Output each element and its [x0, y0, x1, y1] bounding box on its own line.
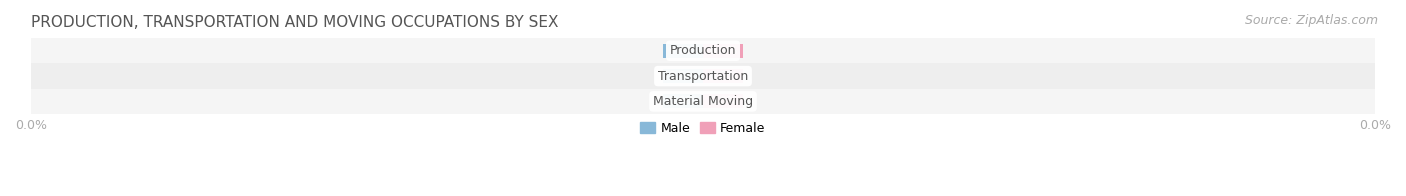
Bar — [662, 44, 703, 58]
Text: 0.0%: 0.0% — [709, 71, 737, 81]
Text: 0.0%: 0.0% — [709, 96, 737, 106]
Text: PRODUCTION, TRANSPORTATION AND MOVING OCCUPATIONS BY SEX: PRODUCTION, TRANSPORTATION AND MOVING OC… — [31, 15, 558, 30]
Bar — [703, 44, 744, 58]
Bar — [662, 94, 703, 108]
Bar — [31, 89, 1375, 114]
Bar — [703, 69, 744, 83]
Bar — [662, 69, 703, 83]
Text: Transportation: Transportation — [658, 70, 748, 83]
Text: Source: ZipAtlas.com: Source: ZipAtlas.com — [1244, 14, 1378, 27]
Bar — [703, 94, 744, 108]
Text: Production: Production — [669, 44, 737, 57]
Text: 0.0%: 0.0% — [709, 46, 737, 56]
Text: 0.0%: 0.0% — [669, 71, 697, 81]
Text: Material Moving: Material Moving — [652, 95, 754, 108]
Text: 0.0%: 0.0% — [669, 96, 697, 106]
Bar — [31, 38, 1375, 64]
Bar — [31, 64, 1375, 89]
Text: 0.0%: 0.0% — [669, 46, 697, 56]
Legend: Male, Female: Male, Female — [636, 117, 770, 140]
